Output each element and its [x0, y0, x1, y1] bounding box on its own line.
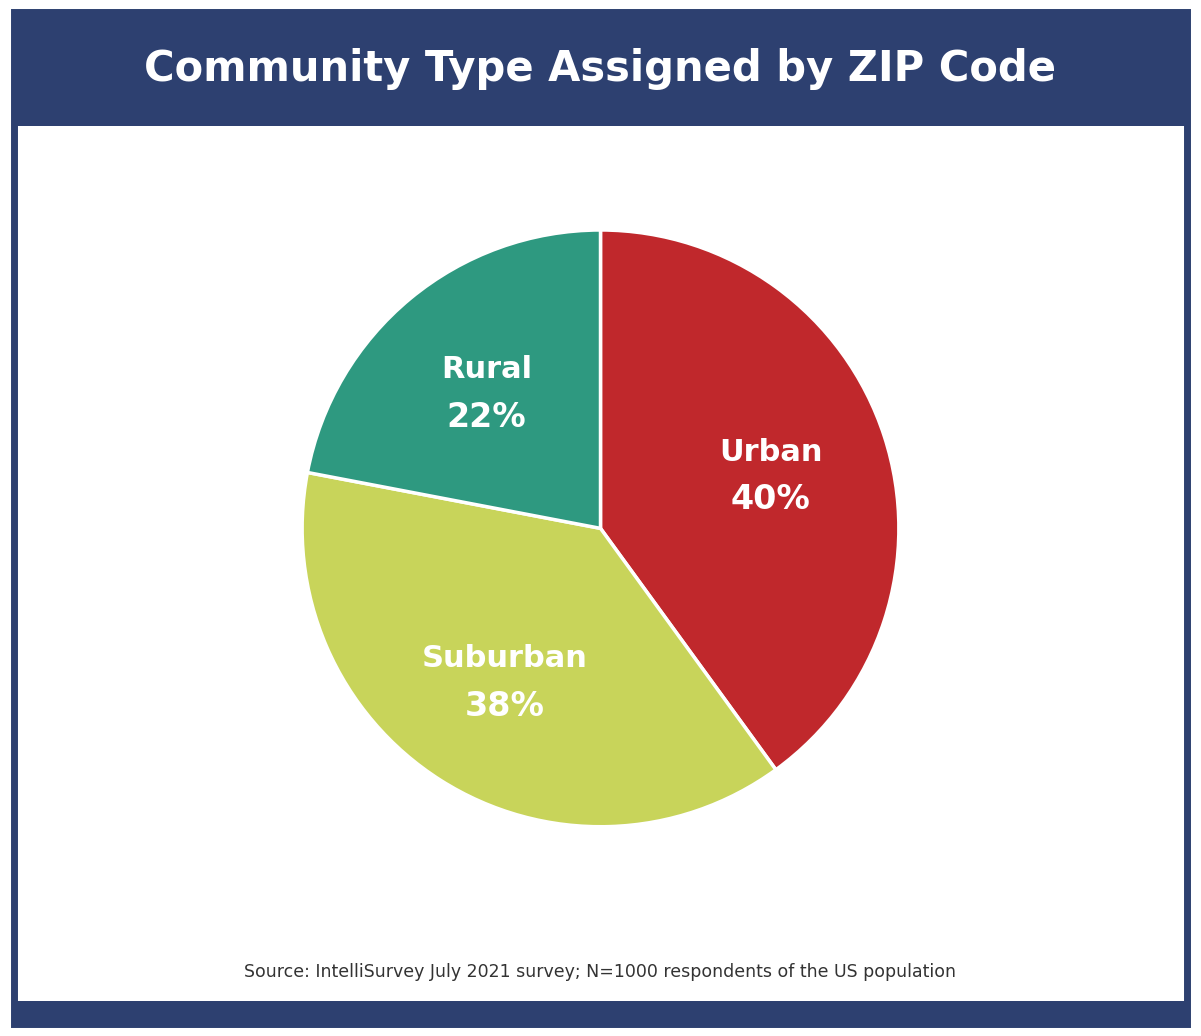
Text: 22%: 22%: [447, 401, 526, 434]
Wedge shape: [600, 230, 898, 770]
Text: Community Type Assigned by ZIP Code: Community Type Assigned by ZIP Code: [144, 49, 1057, 90]
Text: Suburban: Suburban: [422, 644, 587, 673]
Text: Urban: Urban: [719, 437, 823, 466]
Wedge shape: [303, 472, 776, 827]
Text: 40%: 40%: [731, 484, 811, 516]
Text: 38%: 38%: [465, 690, 544, 723]
Text: Source: IntelliSurvey July 2021 survey; N=1000 respondents of the US population: Source: IntelliSurvey July 2021 survey; …: [245, 962, 956, 981]
Text: Rural: Rural: [441, 355, 532, 384]
Wedge shape: [307, 230, 600, 528]
